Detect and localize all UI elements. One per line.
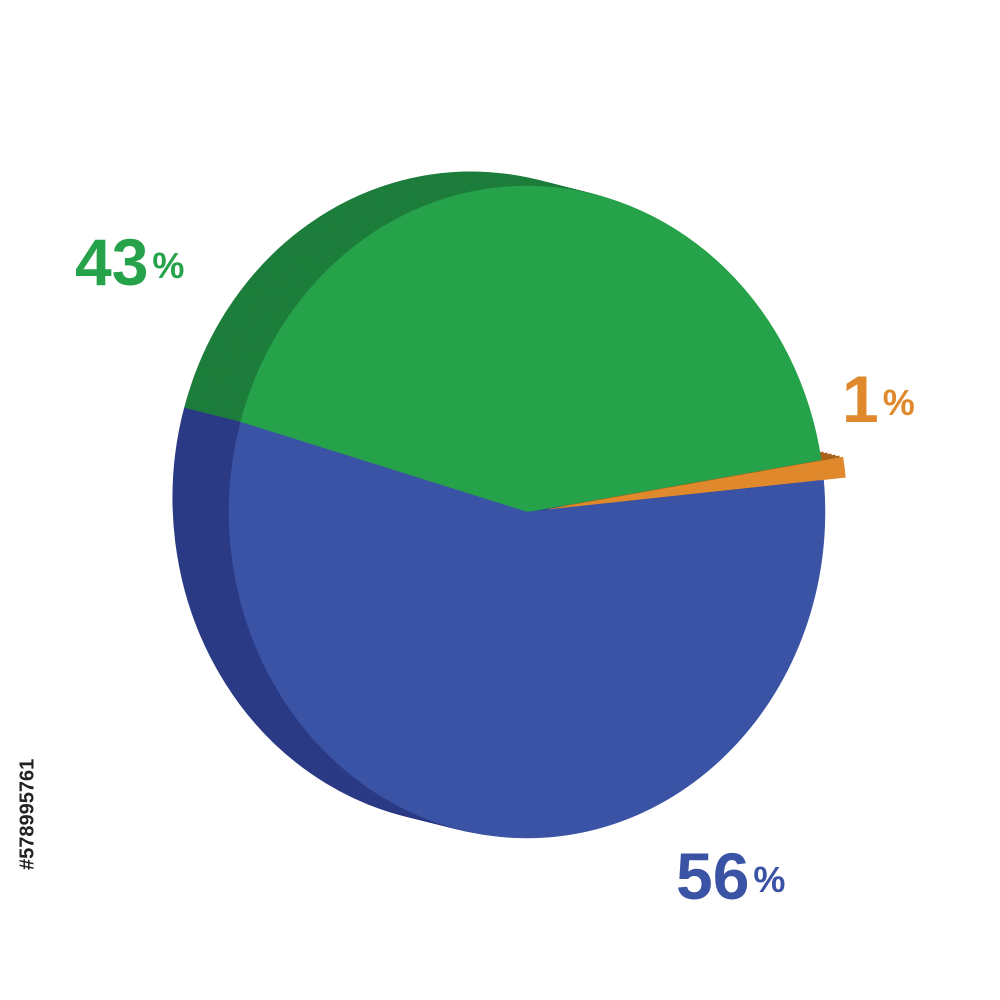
watermark-id: #578995761: [16, 759, 38, 870]
slice: [240, 185, 822, 513]
slice: [228, 421, 826, 839]
value-label: 43%: [75, 225, 184, 299]
value-label: 56%: [676, 839, 785, 913]
pie-faces: [228, 185, 846, 839]
value-label: 1%: [842, 362, 915, 436]
labels: 43 % 1 % 56%: [75, 225, 915, 913]
slice: [548, 456, 846, 510]
